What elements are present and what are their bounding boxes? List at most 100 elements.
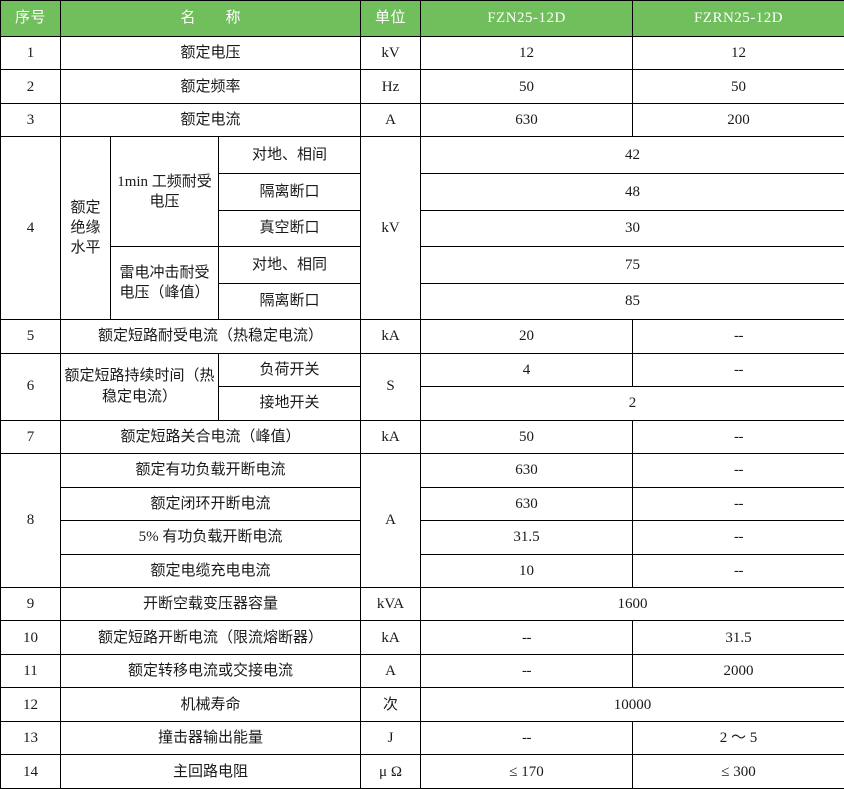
table-row: 9 开断空载变压器容量 kVA 1600	[0, 586, 844, 622]
row-seq: 6	[0, 352, 61, 421]
table-row: 额定闭环开断电流 630 --	[1, 486, 844, 522]
table-header: 序号 名 称 单位 FZN25-12D FZRN25-12D	[0, 0, 844, 37]
row-seq: 2	[0, 69, 61, 104]
row-seq: 13	[0, 720, 61, 756]
row-name: 主回路电阻	[59, 754, 362, 789]
row-value-fzn25: 50	[420, 69, 634, 104]
header-seq: 序号	[0, 0, 61, 37]
table-row: 13 撞击器输出能量 J -- 2 ～ 5	[0, 720, 844, 756]
row-unit: μ Ω	[360, 754, 422, 789]
row-value-fzn25: 630	[420, 453, 634, 488]
row-value-fzrn25: 200	[632, 102, 844, 138]
row-name: 额定频率	[59, 69, 362, 104]
row-subitem-label: 负荷开关	[217, 352, 362, 388]
table-row: 1 额定电压 kV 12 12	[0, 35, 844, 71]
header-model-fzrn25: FZRN25-12D	[632, 0, 844, 37]
row-unit: Hz	[360, 69, 422, 104]
row-value-fzrn25: --	[632, 419, 844, 455]
row-name: 额定短路关合电流（峰值）	[59, 419, 362, 455]
row-seq: 12	[0, 687, 61, 722]
row-name: 额定电压	[59, 35, 362, 71]
row-value-fzn25: 12	[420, 35, 634, 71]
row-subgroup-label: 1min 工频耐受电压	[110, 136, 219, 248]
row-subgroup-label: 雷电冲击耐受电压（峰值）	[110, 246, 219, 321]
table-row: 10 额定短路开断电流（限流熔断器） kA -- 31.5	[0, 620, 844, 655]
table-row: 5 额定短路耐受电流（热稳定电流） kA 20 --	[0, 319, 844, 354]
row-value-fzrn25: --	[632, 319, 844, 354]
table-row: 3 额定电流 A 630 200	[0, 102, 844, 138]
row-value-merged: 2	[420, 386, 844, 421]
row-seq: 14	[0, 754, 61, 789]
row-value-fzrn25: --	[632, 453, 844, 488]
table-row: 接地开关 2	[1, 386, 844, 421]
row-value-fzn25: 10	[420, 553, 634, 588]
row-name: 额定电流	[59, 102, 362, 138]
row-value-merged: 48	[420, 172, 844, 211]
row-subitem-label: 对地、相间	[217, 136, 362, 174]
table-row: 4 额定绝缘水平 1min 工频耐受电压 对地、相间 kV 42	[0, 136, 844, 321]
table-body: 1 额定电压 kV 12 12 2 额定频率 Hz 50 50 3 额定电流 A…	[0, 35, 844, 789]
row-value-fzrn25: 50	[632, 69, 844, 104]
row-value-fzn25: --	[420, 653, 634, 689]
row-name: 额定绝缘水平	[60, 136, 111, 321]
row-value-fzrn25: 2000	[632, 653, 844, 689]
row-unit: A	[360, 102, 422, 138]
row-unit: 次	[360, 687, 422, 722]
row-name: 额定短路开断电流（限流熔断器）	[59, 620, 362, 655]
row-subitem-label: 隔离断口	[217, 282, 362, 321]
row-value-fzn25: --	[420, 720, 634, 756]
table-row: 14 主回路电阻 μ Ω ≤ 170 ≤ 300	[0, 754, 844, 789]
table-row: 12 机械寿命 次 10000	[0, 687, 844, 722]
row-value-merged: 30	[420, 209, 844, 248]
row-seq: 10	[0, 620, 61, 655]
row-value-fzrn25: --	[632, 520, 844, 555]
row-value-fzn25: 31.5	[420, 520, 634, 555]
row-subitem-label: 接地开关	[217, 386, 362, 421]
row-seq: 4	[0, 136, 61, 321]
row-seq: 7	[0, 419, 61, 455]
row-value-merged: 42	[420, 136, 844, 174]
row-value-fzn25: ≤ 170	[420, 754, 634, 789]
header-row: 序号 名 称 单位 FZN25-12D FZRN25-12D	[0, 0, 844, 37]
row-value-fzrn25: 31.5	[632, 620, 844, 655]
row-seq: 1	[0, 35, 61, 71]
table-row: 6 额定短路持续时间（热稳定电流） 负荷开关 S 4 --	[0, 352, 844, 421]
row-unit: kA	[360, 620, 422, 655]
row-unit: kV	[360, 136, 422, 321]
row-name: 额定转移电流或交接电流	[59, 653, 362, 689]
row-seq: 3	[0, 102, 61, 138]
row-name: 机械寿命	[59, 687, 362, 722]
header-name: 名 称	[59, 0, 362, 37]
row-value-fzrn25: ≤ 300	[632, 754, 844, 789]
row-value-fzrn25: --	[632, 553, 844, 588]
row-name: 开断空载变压器容量	[59, 586, 362, 622]
row-value-merged: 85	[420, 282, 844, 321]
row-unit: A	[360, 453, 422, 588]
row-seq: 5	[0, 319, 61, 354]
row-value-fzrn25: 12	[632, 35, 844, 71]
table-row: 额定电缆充电电流 10 --	[1, 553, 844, 588]
header-model-fzn25: FZN25-12D	[420, 0, 634, 37]
row-value-fzn25: 20	[420, 319, 634, 354]
row-subitem-label: 额定闭环开断电流	[59, 486, 362, 522]
row-value-merged: 75	[420, 246, 844, 284]
row-unit: kV	[360, 35, 422, 71]
row-value-merged: 10000	[420, 687, 844, 722]
row-subitem-label: 真空断口	[217, 209, 362, 248]
row-subitem-label: 5% 有功负载开断电流	[59, 520, 362, 555]
row-name: 额定短路持续时间（热稳定电流）	[60, 352, 219, 421]
row-value-fzrn25: 2 ～ 5	[632, 720, 844, 756]
table-row: 7 额定短路关合电流（峰值） kA 50 --	[0, 419, 844, 455]
table-row: 隔离断口 85	[1, 282, 844, 321]
row-name: 撞击器输出能量	[59, 720, 362, 756]
row-subitem-label: 隔离断口	[217, 172, 362, 211]
row-unit: A	[360, 653, 422, 689]
row-subitem-label: 额定有功负载开断电流	[59, 453, 362, 488]
row-unit: kA	[360, 319, 422, 354]
row-value-fzn25: 630	[420, 102, 634, 138]
table-row: 真空断口 30	[1, 209, 844, 248]
row-unit: J	[360, 720, 422, 756]
row-value-fzrn25: --	[632, 486, 844, 522]
row-name: 额定短路耐受电流（热稳定电流）	[59, 319, 362, 354]
